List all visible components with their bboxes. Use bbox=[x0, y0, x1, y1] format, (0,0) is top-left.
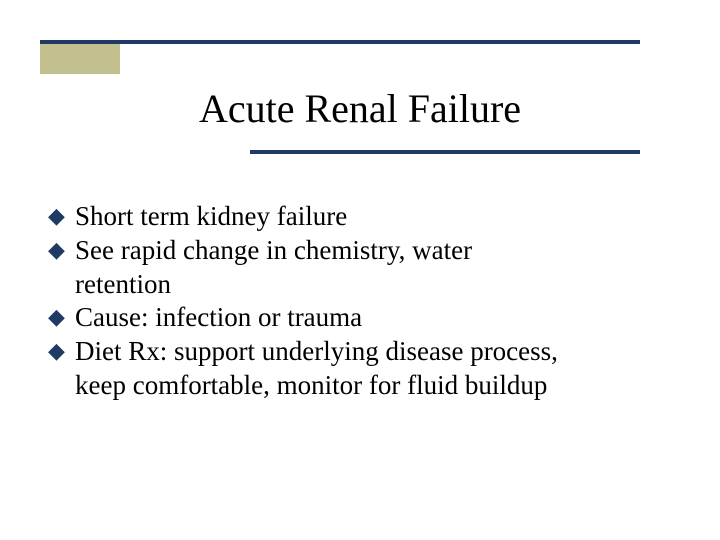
bullet-line: ◆See rapid change in chemistry, water bbox=[48, 234, 668, 268]
bullet-line: ◆Diet Rx: support underlying disease pro… bbox=[48, 335, 668, 369]
horizontal-rule-top bbox=[40, 40, 640, 44]
diamond-bullet-icon: ◆ bbox=[48, 200, 75, 232]
bullet-line: retention bbox=[48, 268, 668, 302]
diamond-bullet-icon: ◆ bbox=[48, 335, 75, 367]
accent-box bbox=[40, 42, 120, 74]
diamond-bullet-icon: ◆ bbox=[48, 234, 75, 266]
slide-title: Acute Renal Failure bbox=[0, 85, 720, 132]
bullet-text: See rapid change in chemistry, water bbox=[75, 234, 668, 268]
bullet-text: retention bbox=[75, 268, 668, 302]
bullet-line: ◆Cause: infection or trauma bbox=[48, 301, 668, 335]
bullet-text: Cause: infection or trauma bbox=[75, 301, 668, 335]
bullet-text: keep comfortable, monitor for fluid buil… bbox=[75, 369, 668, 403]
bullet-text: Short term kidney failure bbox=[75, 200, 668, 234]
bullet-line: ◆Short term kidney failure bbox=[48, 200, 668, 234]
bullet-text: Diet Rx: support underlying disease proc… bbox=[75, 335, 668, 369]
diamond-bullet-icon: ◆ bbox=[48, 301, 75, 333]
bullet-list: ◆Short term kidney failure◆See rapid cha… bbox=[48, 200, 668, 403]
horizontal-rule-bottom bbox=[250, 150, 640, 154]
bullet-line: keep comfortable, monitor for fluid buil… bbox=[48, 369, 668, 403]
